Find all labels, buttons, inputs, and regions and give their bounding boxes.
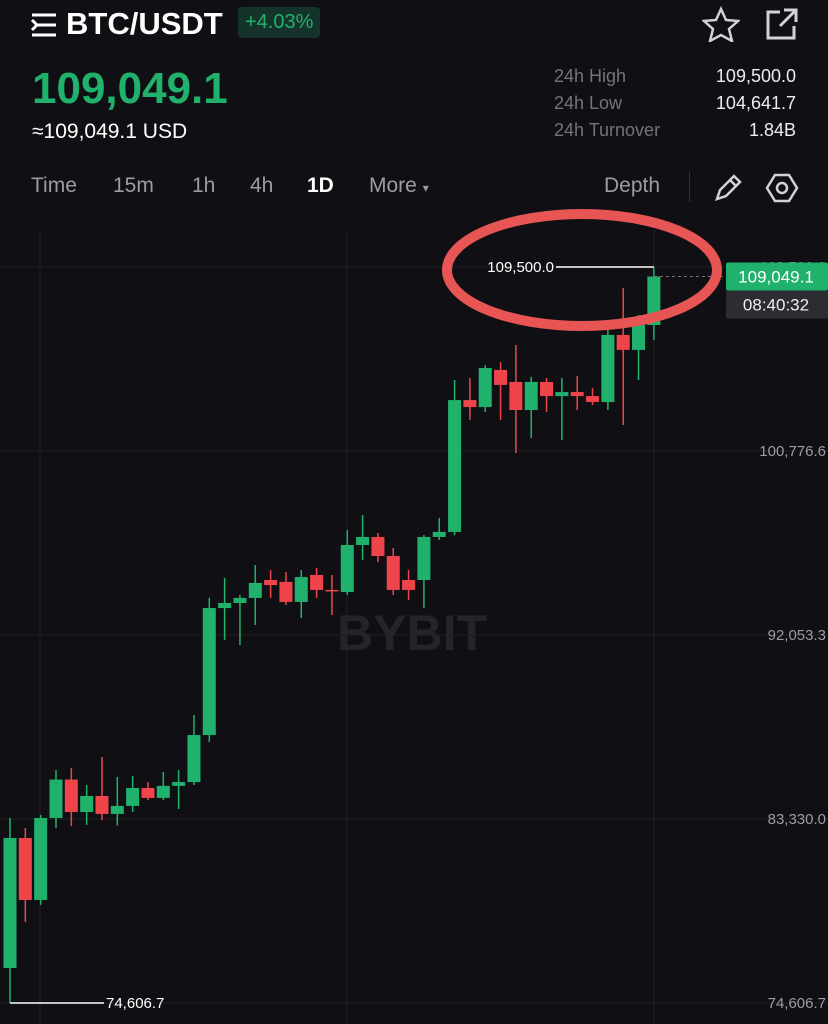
stat-label: 24h High: [554, 66, 627, 86]
candle-body: [371, 536, 385, 556]
tab[interactable]: Depth: [604, 174, 661, 197]
last-price: 109,049.1: [32, 64, 228, 113]
divider: [689, 172, 690, 202]
candle-body: [494, 369, 508, 385]
candle-body: [294, 577, 308, 602]
candle-body: [110, 805, 124, 814]
candle-body: [80, 795, 94, 813]
tab[interactable]: 1h: [192, 174, 216, 197]
candle-body: [325, 589, 339, 592]
candle-body: [616, 334, 630, 350]
y-tick-label: 92,053.3: [768, 627, 826, 644]
y-tick-label: 83,330.0: [768, 811, 826, 828]
tab[interactable]: 4h: [250, 174, 274, 197]
watermark: BYBIT: [337, 605, 487, 661]
candle-body: [509, 381, 523, 411]
stat-value: 109,500.0: [715, 66, 796, 86]
stat-label: 24h Low: [554, 93, 623, 113]
tab[interactable]: Time: [31, 174, 77, 197]
candle-body: [126, 787, 140, 806]
candle-body: [202, 608, 216, 736]
favorite-icon[interactable]: [702, 6, 740, 42]
candle-body: [218, 602, 232, 609]
candle-body: [586, 396, 600, 402]
tab[interactable]: 15m: [113, 174, 154, 197]
candle-body: [156, 785, 170, 798]
stat-label: 24h Turnover: [554, 120, 661, 140]
candle-body: [34, 817, 48, 900]
low-marker-label: 74,606.7: [106, 995, 164, 1012]
y-tick-label: 74,606.7: [768, 995, 826, 1012]
candle-body: [417, 536, 431, 581]
candle-body: [524, 381, 538, 411]
draw-icon[interactable]: [712, 172, 744, 204]
candle-body: [632, 324, 646, 350]
share-icon[interactable]: [764, 6, 800, 42]
change-badge: +4.03%: [238, 7, 321, 38]
candle-body: [555, 392, 569, 397]
candle-body: [172, 782, 186, 786]
tab-active[interactable]: 1D: [307, 174, 334, 197]
countdown-label: 08:40:32: [743, 296, 809, 315]
candle-body: [18, 837, 32, 900]
candle-body: [141, 787, 155, 798]
candle-body: [386, 555, 400, 590]
tab-label: More: [369, 174, 417, 197]
candle-body: [601, 334, 615, 402]
candle-body: [233, 597, 247, 603]
candle-body: [95, 795, 109, 814]
candle-body: [432, 531, 446, 537]
price-tag-label: 109,049.1: [738, 268, 814, 287]
menu-icon[interactable]: [30, 12, 60, 38]
candle-body: [187, 735, 201, 783]
symbol[interactable]: BTC/USDT: [66, 6, 223, 41]
stat-value: 104,641.7: [715, 93, 796, 113]
candle-body: [463, 400, 477, 408]
candle-body: [402, 580, 416, 590]
candle-body: [64, 779, 78, 813]
candle-body: [3, 837, 17, 968]
candle-body: [340, 544, 354, 593]
stat-value: 1.84B: [748, 120, 796, 140]
candle-body: [448, 400, 462, 532]
candle-body: [49, 779, 63, 818]
candle-body: [478, 368, 492, 408]
candle-body: [356, 536, 370, 545]
candle-body: [279, 581, 293, 602]
highlight-circle: [442, 209, 722, 331]
usd-price: ≈109,049.1 USD: [32, 120, 188, 143]
candle-body: [570, 392, 584, 397]
candle-body: [310, 574, 324, 590]
countdown-tag: [726, 290, 828, 319]
candle-body: [248, 582, 262, 598]
settings-icon[interactable]: [765, 172, 799, 204]
y-tick-label: 100,776.6: [759, 443, 826, 460]
candle-body: [540, 381, 554, 397]
high-marker-label: 109,500.0: [487, 259, 554, 276]
price-tag: [726, 262, 828, 291]
candle-body: [264, 580, 278, 586]
tab[interactable]: More ▾: [369, 174, 429, 197]
